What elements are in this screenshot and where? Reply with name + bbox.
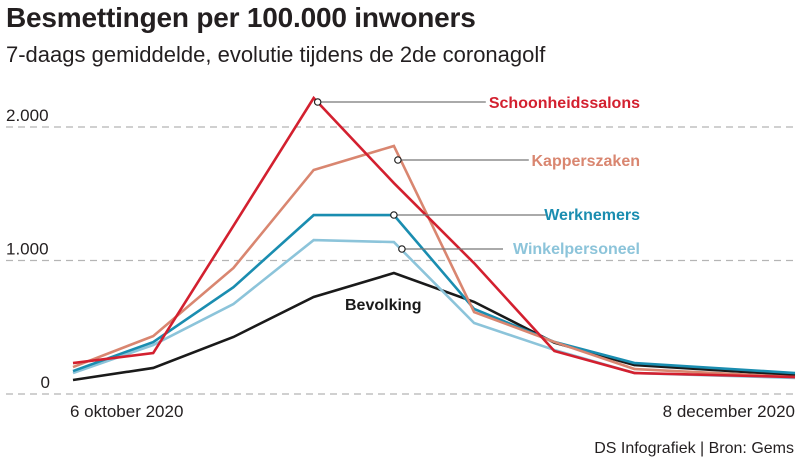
- y-tick-label: 1.000: [6, 240, 49, 259]
- chart-title: Besmettingen per 100.000 inwoners: [6, 2, 476, 33]
- y-tick-label: 0: [41, 373, 50, 392]
- series-label-bevolking: Bevolking: [345, 297, 421, 314]
- y-tick-label: 2.000: [6, 106, 49, 125]
- series-label-schoonheidssalons: Schoonheidssalons: [489, 95, 640, 112]
- callout-marker: [313, 98, 322, 106]
- series-line-kapperszaken: [72, 144, 796, 379]
- chart-subtitle: 7-daags gemiddelde, evolutie tijdens de …: [6, 42, 546, 67]
- source-credit: DS Infografiek | Bron: Gems: [594, 440, 794, 457]
- series-line-schoonheidssalons: [72, 95, 796, 379]
- series-line-bevolking: [72, 271, 796, 382]
- series-label-kapperszaken: Kapperszaken: [532, 153, 641, 170]
- x-tick-label-start: 6 oktober 2020: [70, 402, 183, 421]
- callout-marker: [394, 156, 402, 164]
- callout-marker: [398, 245, 406, 253]
- series-label-werknemers: Werknemers: [544, 207, 640, 224]
- series-line-werknemers: [72, 213, 796, 375]
- series-label-winkelpersoneel: Winkelpersoneel: [513, 241, 640, 258]
- callout-marker: [390, 211, 398, 219]
- x-tick-label-end: 8 december 2020: [663, 402, 795, 421]
